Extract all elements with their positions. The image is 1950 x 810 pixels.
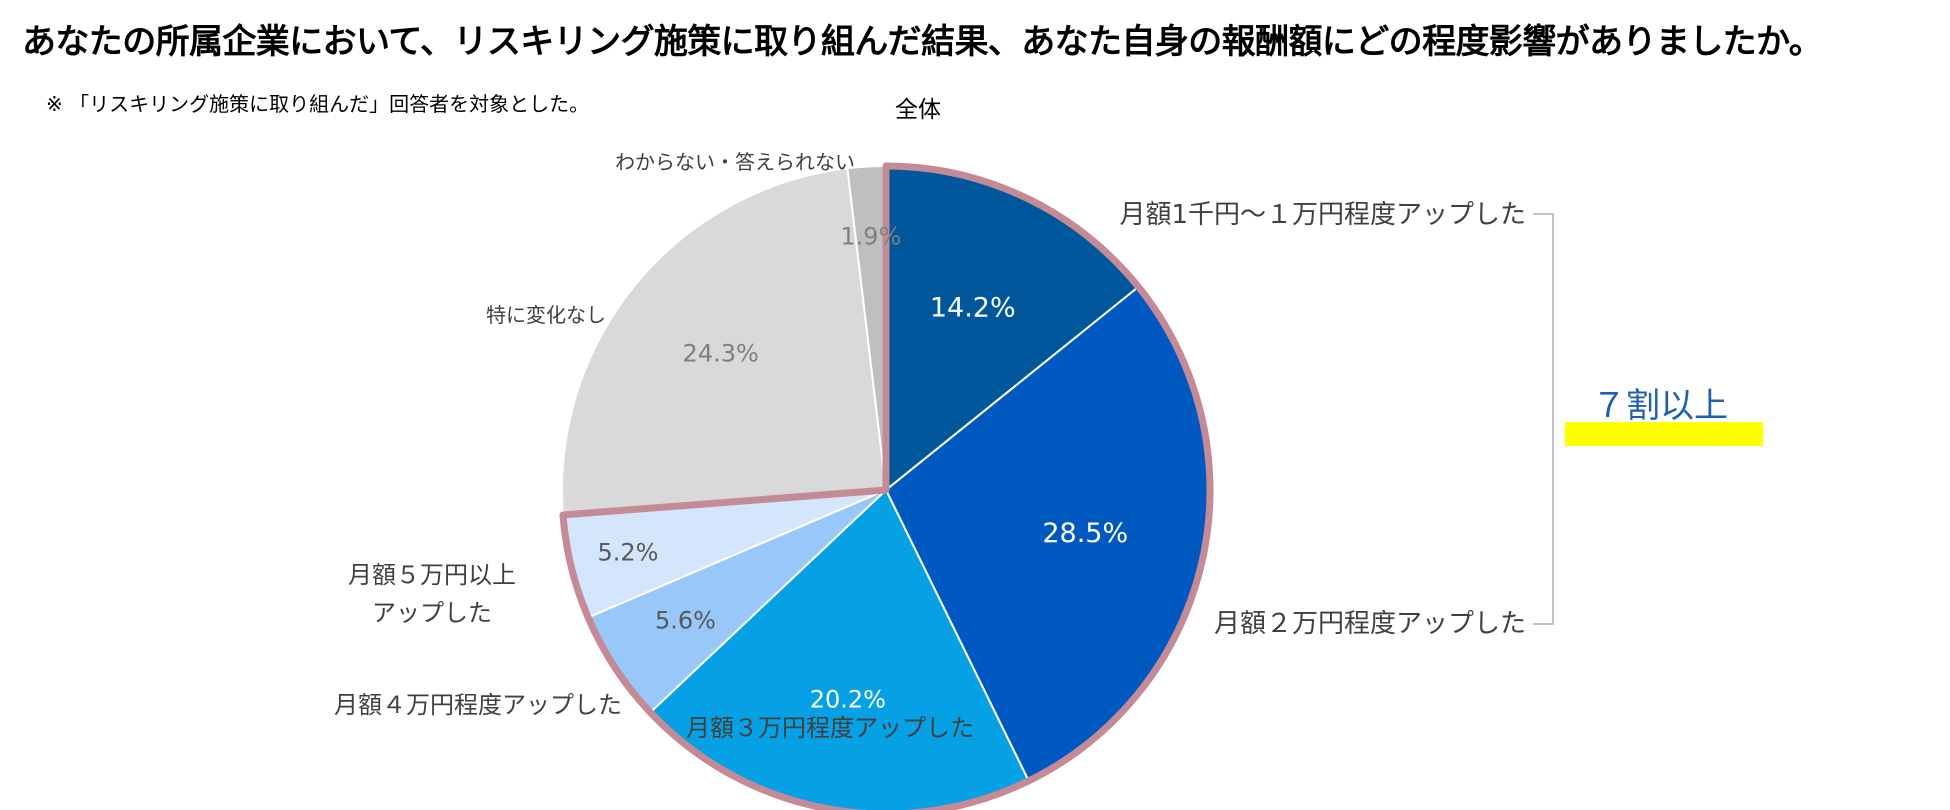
emphasis-border [559,162,1214,810]
slice-category-label: 特に変化なし [486,303,606,327]
slice-value-label: 20.2% [810,685,886,713]
slice-value-label: 5.6% [655,606,716,634]
slice-value-label: 1.9% [840,223,901,251]
slice-value-label: 5.2% [597,538,658,566]
slice-category-label: 月額1千円〜１万円程度アップした [1119,200,1526,230]
callout-text: ７割以上 [1592,386,1728,426]
callout-highlight [1565,422,1763,446]
slice-category-label: 月額４万円程度アップした [334,691,622,719]
slice-category-label: 月額５万円以上アップした [348,561,516,627]
pie-slice [561,167,888,517]
slice-value-label: 28.5% [1042,518,1128,549]
slice-category-label: 月額２万円程度アップした [1214,609,1526,639]
slice-value-label: 14.2% [930,292,1016,323]
slice-category-label: 月額３万円程度アップした [686,714,974,742]
chart-title: 全体 [895,97,941,123]
slice-value-label: 24.3% [683,339,759,367]
slice-category-label: わからない・答えられない [615,150,855,174]
footnote: ※ 「リスキリング施策に取り組んだ」回答者を対象とした。 [46,92,590,116]
page-title: あなたの所属企業において、リスキリング施策に取り組んだ結果、あなた自身の報酬額に… [22,22,1823,62]
callout-bracket [1533,213,1554,625]
